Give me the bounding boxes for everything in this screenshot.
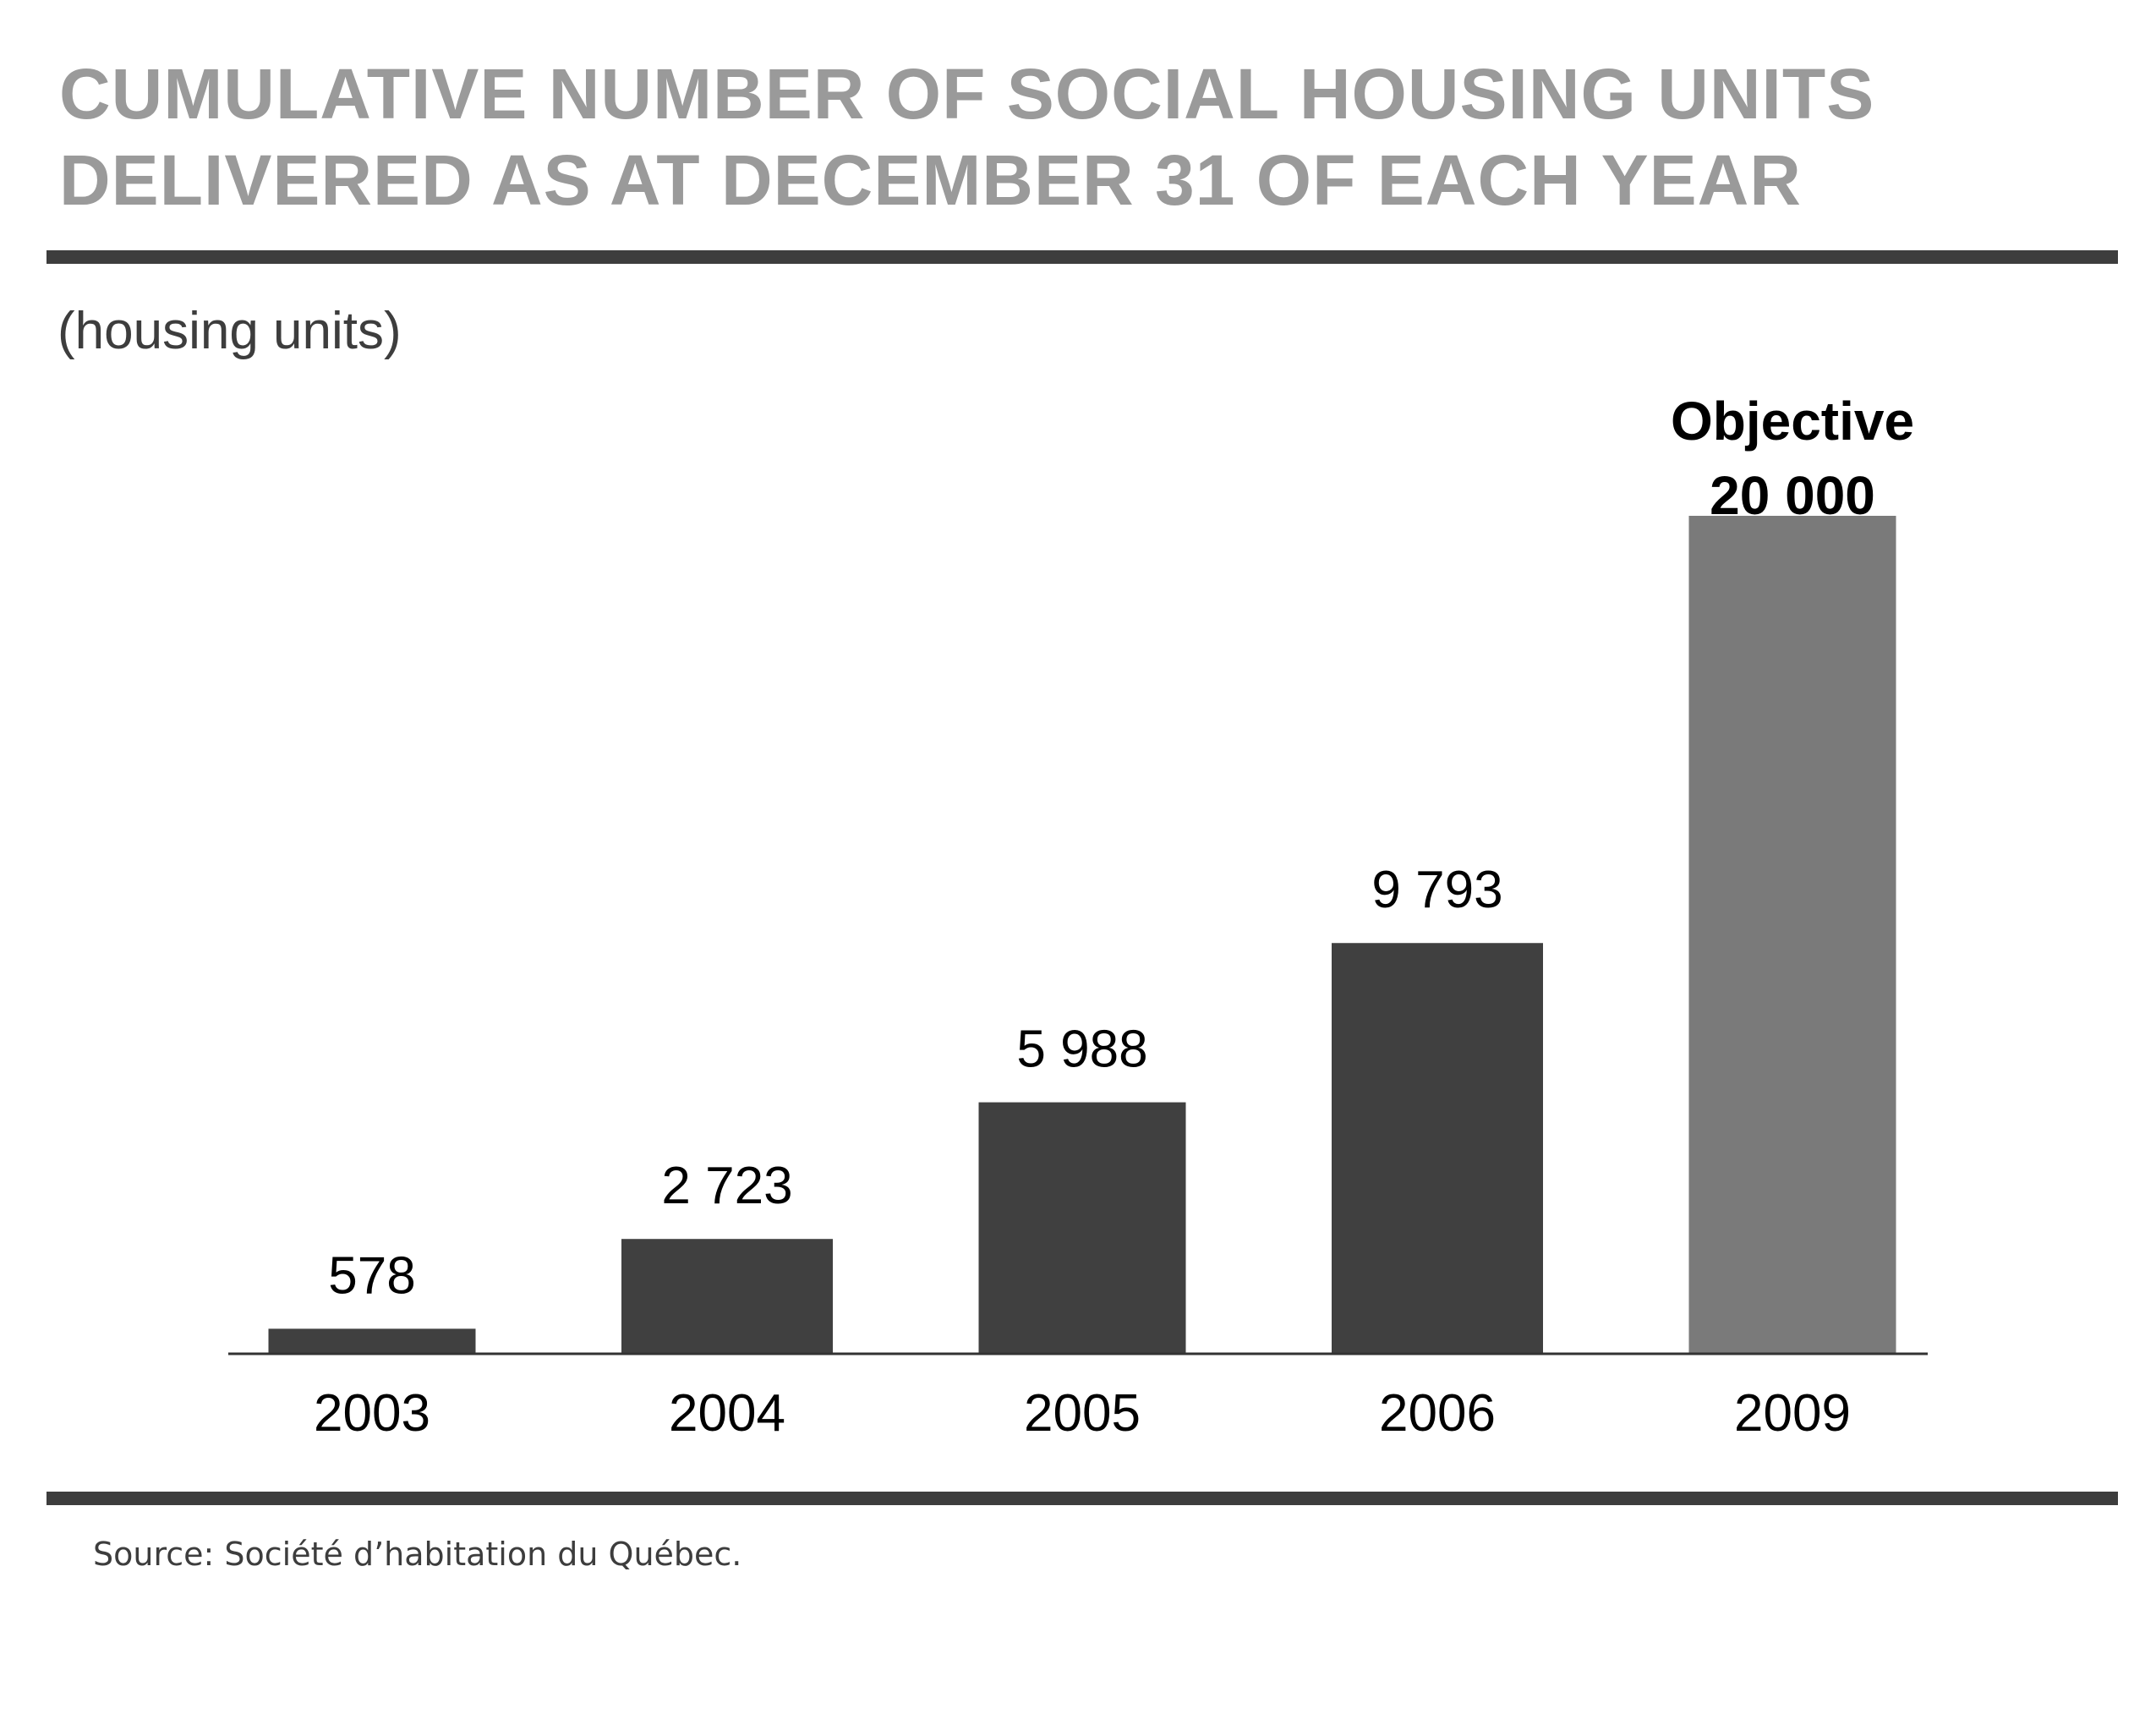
x-tick-label-2004: 2004 (669, 1384, 785, 1443)
bar-2009 (1688, 516, 1896, 1353)
chart-title: CUMULATIVE NUMBER OF SOCIAL HOUSING UNIT… (59, 51, 2105, 223)
source-note: Source: Société d’habitation du Québec. (93, 1536, 742, 1573)
chart-title-line-1: CUMULATIVE NUMBER OF SOCIAL HOUSING UNIT… (59, 54, 1875, 134)
data-label-2009: 20 000 (1710, 465, 1875, 526)
x-tick-label-2006: 2006 (1379, 1384, 1496, 1443)
bar-2005 (978, 1102, 1186, 1353)
bar-2004 (621, 1239, 833, 1353)
x-tick-label-2009: 2009 (1734, 1384, 1851, 1443)
data-label-2003: 578 (328, 1246, 415, 1305)
bar-2006 (1332, 943, 1543, 1353)
objective-label: Objective (1671, 391, 1914, 452)
top-divider (47, 250, 2118, 264)
data-label-2005: 5 988 (1016, 1021, 1147, 1079)
bar-2003 (268, 1328, 476, 1353)
y-axis-unit-label: (housing units) (57, 302, 402, 360)
x-tick-label-2005: 2005 (1024, 1384, 1141, 1443)
data-label-2006: 9 793 (1371, 861, 1502, 919)
bottom-divider (47, 1492, 2118, 1505)
x-tick-label-2003: 2003 (314, 1384, 430, 1443)
data-label-2004: 2 723 (661, 1157, 792, 1215)
chart-title-line-2: DELIVERED AS AT DECEMBER 31 OF EACH YEAR (59, 140, 1802, 220)
